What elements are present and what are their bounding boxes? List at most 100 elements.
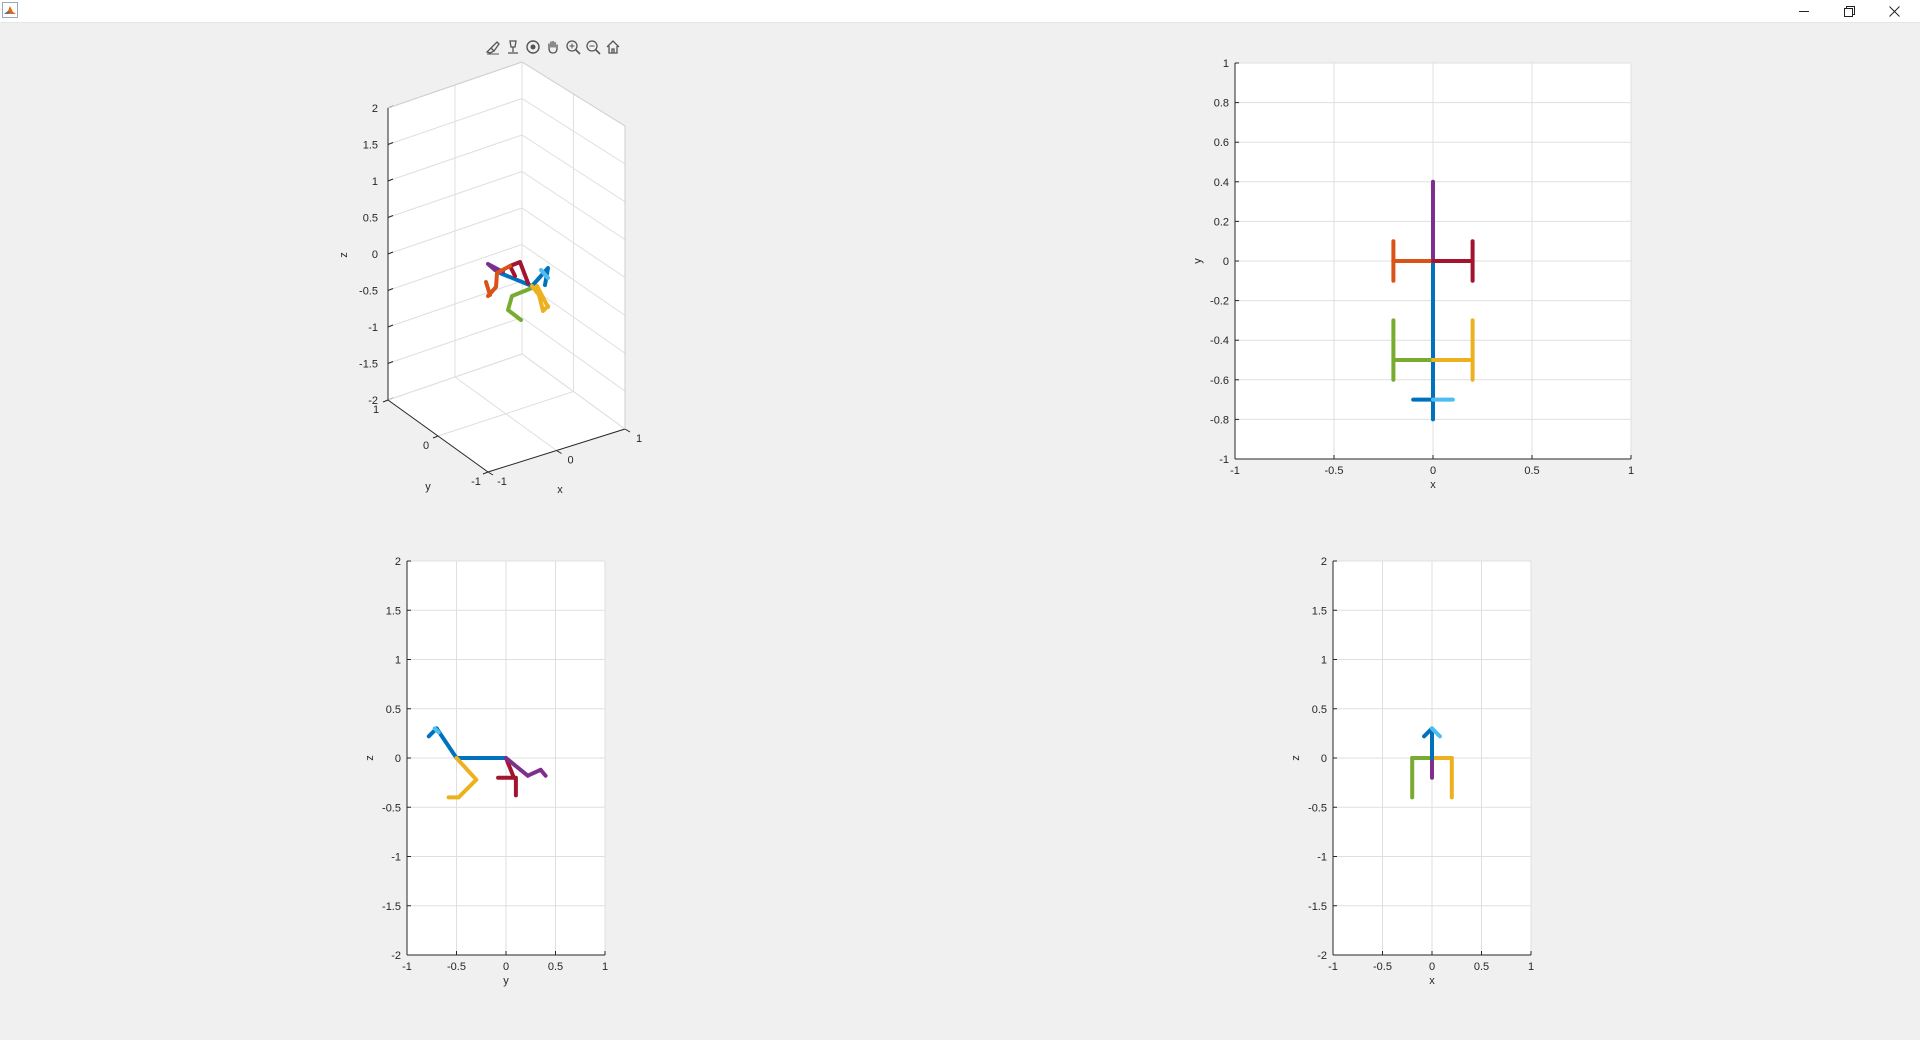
zoom-out-icon xyxy=(586,40,601,55)
zoom-in-button[interactable] xyxy=(564,38,582,56)
y-tick-label: 1 xyxy=(395,655,401,667)
x-tick-label: -1 xyxy=(1230,465,1240,477)
skeleton-segment xyxy=(484,280,492,297)
x-tick-label: -0.5 xyxy=(1325,465,1344,477)
y-axis-label: z xyxy=(364,755,376,761)
y-tick-label: 0.2 xyxy=(1214,216,1229,228)
y-tick-label: 1 xyxy=(1321,655,1327,667)
skeleton-segment xyxy=(454,756,479,782)
rotate-3d-button[interactable] xyxy=(524,38,542,56)
x-tick-label: 0.5 xyxy=(1474,961,1489,973)
skeleton-segment xyxy=(1430,726,1442,739)
y-tick-label: 0 xyxy=(1223,256,1229,268)
x-tick-label: -1 xyxy=(1328,961,1338,973)
z-axis-label: z xyxy=(338,252,350,258)
y-tick-label: -0.5 xyxy=(382,802,401,814)
zoom-out-button[interactable] xyxy=(584,38,602,56)
y-axis-label: z xyxy=(1290,755,1302,761)
skeleton-segment xyxy=(530,284,550,313)
x-tick-label: 1 xyxy=(636,433,642,445)
pan-hand-icon xyxy=(548,40,558,54)
rotate-3d-icon xyxy=(526,40,540,54)
y-tick-label: 1.5 xyxy=(1312,605,1327,617)
y-tick-label: -2 xyxy=(391,950,401,962)
z-tick-label: 2 xyxy=(372,103,378,115)
3d-view-axes: -2 -1.5 -1 -0.5 0 0.5 1 1.5 2 -1 0 1 -1 0 1 x y z xyxy=(338,61,642,496)
x-tick-mark xyxy=(624,428,631,433)
x-tick-label: -0.5 xyxy=(1373,961,1392,973)
y-tick-label: 0 xyxy=(423,440,429,452)
skeleton-segment xyxy=(508,260,530,285)
y-tick-label: -1.5 xyxy=(1308,901,1327,913)
x-tick-label: 0 xyxy=(1430,465,1436,477)
y-tick-label: 0.5 xyxy=(386,704,401,716)
y-tick-label: 1 xyxy=(1223,58,1229,70)
matlab-logo-icon[interactable] xyxy=(2,2,18,18)
home-button[interactable] xyxy=(604,38,622,56)
skeleton-segment xyxy=(504,756,530,778)
z-tick-label: -0.5 xyxy=(359,286,378,298)
x-axis-label: y xyxy=(503,975,509,987)
z-tick-label: 0.5 xyxy=(363,213,378,225)
z-tick-label: -1.5 xyxy=(359,359,378,371)
y-axis-line xyxy=(387,399,489,473)
restore-button[interactable] xyxy=(1826,0,1872,22)
x-tick-label: -1 xyxy=(497,476,507,488)
x-axis-label: x xyxy=(1429,975,1435,987)
x-tick-label: 0.5 xyxy=(1524,465,1539,477)
y-tick-label: -1 xyxy=(1317,852,1327,864)
data-tips-icon xyxy=(508,40,518,54)
y-tick-label: 1 xyxy=(373,404,379,416)
close-button[interactable] xyxy=(1871,0,1917,22)
skeleton-segment xyxy=(539,268,550,280)
y-tick-label: -0.5 xyxy=(1308,802,1327,814)
brush-icon xyxy=(485,41,500,55)
y-tick-label: 1.5 xyxy=(386,605,401,617)
x-tick-label: -0.5 xyxy=(447,961,466,973)
y-tick-label: 2 xyxy=(1321,556,1327,568)
y-tick-label: 2 xyxy=(395,556,401,568)
y-axis-label: y xyxy=(1192,258,1204,264)
pan-button[interactable] xyxy=(544,38,562,56)
y-tick-label: 0.6 xyxy=(1214,137,1229,149)
x-tick-label: -1 xyxy=(402,961,412,973)
z-tick-label: 1 xyxy=(372,176,378,188)
window-title-bar xyxy=(0,0,1920,23)
box-edge xyxy=(387,61,523,109)
minimize-button[interactable] xyxy=(1781,0,1827,22)
x-axis-label: x xyxy=(557,484,563,496)
y-tick-label: -0.8 xyxy=(1210,414,1229,426)
home-icon xyxy=(606,40,620,54)
xz-view-axes: -1 -0.5 0 0.5 1 -2 -1.5 -1 -0.5 0 0.5 1 1.5 2 x z xyxy=(1290,556,1534,987)
y-tick-mark xyxy=(382,399,389,403)
y-tick-label: -1 xyxy=(1219,454,1229,466)
y-tick-label: -0.4 xyxy=(1210,335,1229,347)
y-axis-label: y xyxy=(425,481,431,493)
x-tick-label: 1 xyxy=(1528,961,1534,973)
data-tips-button[interactable] xyxy=(504,38,522,56)
y-tick-label: -0.6 xyxy=(1210,375,1229,387)
box-edge xyxy=(521,61,626,127)
y-tick-label: -1 xyxy=(471,476,481,488)
z-tick-label: 0 xyxy=(372,249,378,261)
z-tick-label: -1 xyxy=(368,322,378,334)
skeleton-segment xyxy=(456,777,479,800)
axes-toolbar xyxy=(484,38,622,58)
skeleton-segment xyxy=(506,286,534,322)
brush-button[interactable] xyxy=(484,38,502,56)
skeleton-segment xyxy=(486,264,512,298)
skeleton-segment xyxy=(486,262,505,274)
y-tick-label: -1 xyxy=(391,852,401,864)
x-tick-label: 0 xyxy=(503,961,509,973)
zoom-in-icon xyxy=(566,40,581,55)
yz-view-axes: -1 -0.5 0 0.5 1 -2 -1.5 -1 -0.5 0 0.5 1 1.5 2 y z xyxy=(364,556,608,987)
skeleton-segment xyxy=(525,767,543,778)
y-tick-label: 0.5 xyxy=(1312,704,1327,716)
z-tick-mark xyxy=(387,215,394,218)
y-gridline xyxy=(387,353,523,401)
xy-view-axes: -1 -0.5 0 0.5 1 -1 -0.8 -0.6 -0.4 -0.2 0 0.2 0.4 0.6 0… xyxy=(1192,58,1634,491)
y-tick-label: -1.5 xyxy=(382,901,401,913)
y-tick-label: 0 xyxy=(1321,753,1327,765)
x-axis-line xyxy=(487,428,626,473)
